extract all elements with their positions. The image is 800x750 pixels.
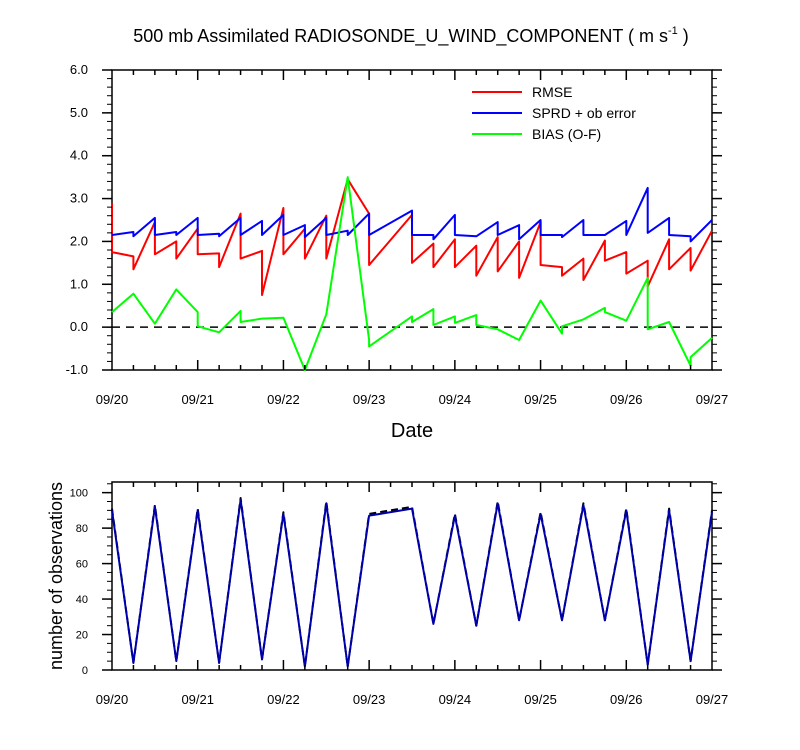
x-tick-label: 09/20 bbox=[96, 692, 129, 707]
top-plot-area bbox=[111, 176, 713, 371]
y-tick-label: 0 bbox=[82, 665, 88, 677]
y-tick-label: 100 bbox=[70, 488, 88, 500]
chart-title-sup: -1 bbox=[668, 25, 678, 37]
chart-title-close: ) bbox=[678, 26, 689, 46]
x-tick-label: 09/26 bbox=[610, 692, 643, 707]
bottom-panel: 09/20 09/21 09/22 09/23 09/24 09/25 09/26 09/27… bbox=[46, 481, 729, 707]
bottom-plot-area bbox=[111, 497, 713, 668]
x-axis-label: Date bbox=[391, 420, 433, 442]
x-tick-label: 09/27 bbox=[696, 692, 729, 707]
y-tick-label: -1.0 bbox=[66, 362, 88, 377]
y-tick-label: 1.0 bbox=[70, 276, 88, 291]
y-tick-label: 3.0 bbox=[70, 191, 88, 206]
x-tick-label: 09/24 bbox=[439, 692, 472, 707]
x-tick-label: 09/24 bbox=[439, 392, 472, 407]
x-tick-label: 09/22 bbox=[267, 392, 300, 407]
bottom-axes: 09/20 09/21 09/22 09/23 09/24 09/25 09/26 09/27… bbox=[70, 482, 729, 707]
y-tick-label: 40 bbox=[76, 594, 88, 606]
y-tick-label: 4.0 bbox=[70, 148, 88, 163]
y-tick-label: 20 bbox=[76, 630, 88, 642]
series-line-rmse bbox=[111, 178, 713, 296]
chart-title: 500 mb Assimilated RADIOSONDE_U_WIND_COM… bbox=[133, 25, 689, 47]
y-tick-label: 6.0 bbox=[70, 62, 88, 77]
legend-label: BIAS (O-F) bbox=[532, 126, 601, 142]
legend-label: RMSE bbox=[532, 84, 572, 100]
series-line-possible bbox=[111, 497, 713, 668]
x-tick-label: 09/27 bbox=[696, 392, 729, 407]
top-axes: 09/20 09/21 09/22 09/23 09/24 09/25 09/26 09/27… bbox=[66, 62, 729, 407]
x-tick-label: 09/21 bbox=[181, 692, 214, 707]
y-tick-label: 0.0 bbox=[70, 319, 88, 334]
x-tick-label: 09/23 bbox=[353, 692, 386, 707]
chart-title-main: 500 mb Assimilated RADIOSONDE_U_WIND_COM… bbox=[133, 26, 668, 47]
series-line-used bbox=[111, 498, 713, 668]
legend-label: SPRD + ob error bbox=[532, 105, 636, 121]
y-tick-label: 5.0 bbox=[70, 105, 88, 120]
y-tick-label: 2.0 bbox=[70, 233, 88, 248]
x-tick-label: 09/25 bbox=[524, 392, 557, 407]
x-tick-label: 09/21 bbox=[181, 392, 214, 407]
series-line-bias-o-f bbox=[111, 176, 713, 371]
y-tick-label: 80 bbox=[76, 523, 88, 535]
x-tick-label: 09/23 bbox=[353, 392, 386, 407]
y-tick-label: 60 bbox=[76, 559, 88, 571]
y-axis-label-observations: number of observations bbox=[46, 482, 66, 670]
top-panel: 500 mb Assimilated RADIOSONDE_U_WIND_COM… bbox=[66, 25, 729, 442]
legend: RMSE SPRD + ob error BIAS (O-F) bbox=[472, 84, 636, 142]
series-line-sprd-ob-error bbox=[111, 186, 713, 243]
x-tick-label: 09/20 bbox=[96, 392, 129, 407]
x-tick-label: 09/22 bbox=[267, 692, 300, 707]
x-tick-label: 09/25 bbox=[524, 692, 557, 707]
x-tick-label: 09/26 bbox=[610, 392, 643, 407]
